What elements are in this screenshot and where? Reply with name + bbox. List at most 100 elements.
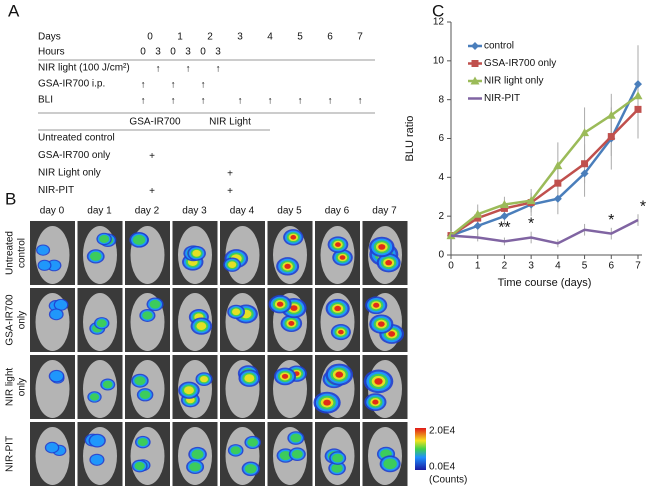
bli-image bbox=[362, 288, 408, 352]
signal bbox=[102, 380, 113, 389]
signal bbox=[244, 374, 255, 383]
arrow: ↑ bbox=[171, 80, 176, 91]
signal bbox=[334, 305, 342, 312]
signal bbox=[232, 308, 241, 316]
bli-image bbox=[172, 288, 218, 352]
signal bbox=[139, 390, 151, 400]
arrow: ↑ bbox=[201, 80, 206, 91]
signal bbox=[149, 299, 161, 309]
marker bbox=[500, 204, 508, 212]
column-label: day 2 bbox=[135, 206, 160, 217]
row-label: Hours bbox=[38, 47, 65, 58]
day: 0 bbox=[147, 32, 153, 43]
x-tick-label: 5 bbox=[582, 261, 588, 272]
signal bbox=[332, 453, 344, 463]
bli-image bbox=[125, 422, 170, 486]
row-label: control bbox=[17, 238, 28, 268]
signal bbox=[50, 309, 63, 320]
bli-image bbox=[125, 288, 170, 352]
signal bbox=[192, 249, 201, 257]
marker bbox=[473, 209, 483, 218]
bli-image bbox=[313, 355, 360, 419]
bli-image bbox=[267, 221, 313, 285]
colorbar bbox=[415, 428, 426, 470]
hour: 0 bbox=[170, 47, 176, 58]
bli-image bbox=[362, 355, 408, 419]
y-tick-label: 2 bbox=[438, 211, 444, 222]
signal bbox=[276, 301, 284, 307]
x-tick-label: 2 bbox=[502, 261, 508, 272]
arrow: ↑ bbox=[268, 96, 273, 107]
signal bbox=[189, 462, 201, 472]
bli-image bbox=[77, 355, 123, 419]
panel-label: C bbox=[432, 1, 444, 20]
arrow: ↑ bbox=[328, 96, 333, 107]
bli-image bbox=[77, 422, 123, 486]
annotation: * bbox=[608, 212, 614, 229]
signal bbox=[377, 321, 385, 327]
cell: + bbox=[227, 186, 233, 197]
legend-label: NIR-PIT bbox=[484, 93, 520, 104]
signal bbox=[50, 371, 63, 382]
marker bbox=[471, 42, 479, 50]
row-label: BLI bbox=[38, 95, 53, 106]
legend-label: control bbox=[484, 41, 514, 52]
bli-image bbox=[315, 221, 360, 285]
y-tick-label: 10 bbox=[433, 55, 445, 66]
series-line bbox=[450, 108, 639, 237]
y-tick-label: 12 bbox=[433, 17, 445, 28]
signal bbox=[281, 373, 289, 379]
mouse bbox=[225, 427, 260, 485]
signal bbox=[90, 454, 104, 465]
bli-image bbox=[125, 355, 170, 419]
panel-label: A bbox=[8, 1, 20, 20]
marker bbox=[500, 212, 509, 221]
marker bbox=[446, 231, 456, 240]
colorbar-label: 2.0E4 bbox=[429, 426, 456, 437]
marker bbox=[581, 160, 589, 168]
day: 3 bbox=[237, 32, 243, 43]
marker bbox=[526, 196, 536, 205]
arrow: ↑ bbox=[358, 96, 363, 107]
arrow: ↑ bbox=[171, 96, 176, 107]
y-tick-label: 0 bbox=[438, 250, 444, 261]
hour: 0 bbox=[140, 47, 146, 58]
y-tick-label: 4 bbox=[438, 172, 444, 183]
signal bbox=[378, 244, 386, 250]
x-tick-label: 7 bbox=[635, 261, 641, 272]
cell: + bbox=[149, 151, 155, 162]
marker bbox=[634, 105, 642, 113]
x-tick-label: 1 bbox=[475, 261, 481, 272]
day: 2 bbox=[207, 32, 213, 43]
series-line bbox=[450, 94, 639, 237]
marker bbox=[634, 80, 642, 89]
signal bbox=[290, 433, 302, 443]
annotation: ** bbox=[498, 220, 510, 237]
marker bbox=[606, 110, 616, 119]
row-label: NIR-PIT bbox=[38, 185, 74, 196]
marker bbox=[499, 200, 509, 209]
arrow: ↑ bbox=[298, 96, 303, 107]
row-label: NIR Light only bbox=[38, 168, 101, 179]
row-label: Untreated bbox=[5, 231, 16, 275]
signal bbox=[383, 458, 397, 470]
arrow: ↑ bbox=[216, 64, 221, 75]
marker bbox=[553, 194, 562, 203]
row-label: GSA-IR700 bbox=[5, 294, 16, 346]
bli-image bbox=[172, 355, 218, 419]
column-label: day 5 bbox=[277, 206, 302, 217]
bli-image bbox=[315, 288, 360, 352]
mouse bbox=[35, 360, 70, 418]
column-header: NIR Light bbox=[209, 117, 251, 128]
bli-image bbox=[267, 288, 313, 352]
bli-image bbox=[30, 221, 75, 285]
marker bbox=[474, 214, 482, 222]
signal bbox=[137, 438, 148, 447]
signal bbox=[338, 329, 344, 335]
arrow: ↑ bbox=[238, 96, 243, 107]
x-tick-label: 3 bbox=[528, 261, 534, 272]
signal bbox=[284, 263, 291, 269]
signal bbox=[388, 331, 396, 337]
mouse bbox=[83, 360, 117, 418]
